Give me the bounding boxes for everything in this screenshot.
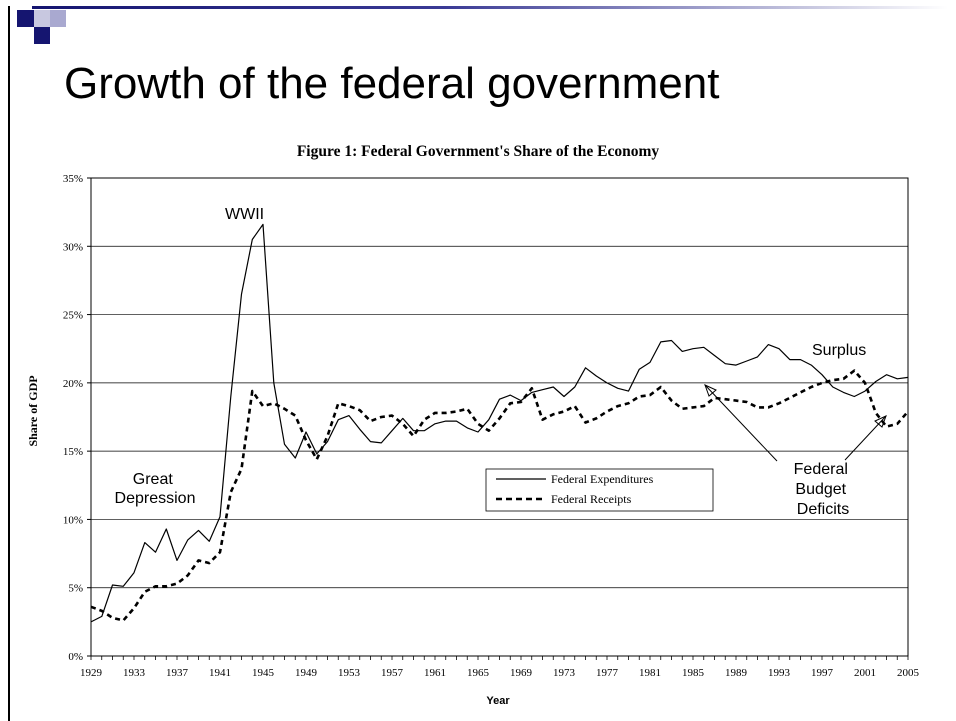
x-tick-label: 1977 — [596, 667, 619, 679]
deficit-arrowhead-right — [874, 415, 887, 428]
legend-label-receipts: Federal Receipts — [551, 492, 632, 506]
series-line-expenditures — [90, 223, 909, 623]
x-tick-label: 1973 — [553, 667, 576, 679]
annotation-deficits: Federal Budget Deficits — [794, 461, 853, 518]
annotation-great-depression-line2: Depression — [115, 490, 196, 507]
decor-square-dark — [17, 10, 34, 27]
x-tick-label: 1937 — [166, 667, 189, 679]
y-tick-label: 30% — [63, 241, 83, 253]
annotation-great-depression: Great Depression — [115, 471, 196, 507]
series-group — [90, 223, 909, 623]
annotation-wwii: WWII — [225, 206, 264, 223]
deficit-arrow-left — [704, 384, 778, 462]
decor-square-dark-2 — [34, 27, 50, 44]
x-tick-label: 1949 — [295, 667, 318, 679]
legend: Federal Expenditures Federal Receipts — [485, 468, 714, 512]
x-tick-label: 1945 — [252, 667, 275, 679]
y-tick-label: 35% — [63, 173, 83, 185]
x-tick-label: 1941 — [209, 667, 231, 679]
x-tick-label: 1969 — [510, 667, 533, 679]
annotation-deficits-line1: Federal — [794, 461, 848, 478]
x-tick-label: 2001 — [854, 667, 876, 679]
x-axis-ticks: 1929 1933 1937 1941 1945 1949 1953 1957 1961 1965… — [80, 656, 920, 679]
x-tick-label: 1957 — [381, 667, 404, 679]
series-line-receipts — [90, 369, 909, 622]
y-tick-label: 15% — [63, 446, 83, 458]
x-tick-label: 1965 — [467, 667, 490, 679]
y-tick-label: 10% — [63, 514, 83, 526]
x-tick-label: 1981 — [639, 667, 661, 679]
deficit-arrow-right — [844, 415, 887, 461]
slide-title: Growth of the federal government — [64, 59, 720, 108]
x-tick-label: 1985 — [682, 667, 705, 679]
x-tick-label: 1989 — [725, 667, 748, 679]
x-tick-label: 1997 — [811, 667, 834, 679]
x-axis-label: Year — [486, 695, 510, 707]
x-tick-label: 1961 — [424, 667, 446, 679]
y-tick-label: 20% — [63, 378, 83, 390]
deficit-arrowhead-left — [704, 384, 717, 397]
decor-square-medium — [50, 10, 66, 27]
slide-left-border — [8, 6, 10, 721]
annotation-deficits-line2: Budget — [795, 481, 846, 498]
y-tick-label: 25% — [63, 310, 83, 322]
y-axis-ticks: 0% 5% 10% 15% 20% 25% 30% 35% — [63, 173, 91, 663]
y-tick-label: 5% — [68, 583, 83, 595]
annotation-deficits-line3: Deficits — [797, 501, 849, 518]
chart-title: Figure 1: Federal Government's Share of … — [296, 143, 660, 160]
x-tick-label: 1933 — [123, 667, 146, 679]
decor-square-light — [34, 10, 50, 27]
x-tick-label: 2005 — [897, 667, 920, 679]
x-tick-label: 1929 — [80, 667, 103, 679]
y-axis-label: Share of GDP — [26, 375, 40, 446]
x-tick-label: 1993 — [768, 667, 791, 679]
annotation-great-depression-line1: Great — [133, 471, 174, 488]
slide-top-bar — [32, 6, 948, 9]
annotation-surplus: Surplus — [812, 342, 866, 359]
y-tick-label: 0% — [68, 651, 83, 663]
legend-box — [485, 468, 714, 512]
legend-label-expenditures: Federal Expenditures — [551, 472, 654, 486]
x-tick-label: 1953 — [338, 667, 361, 679]
